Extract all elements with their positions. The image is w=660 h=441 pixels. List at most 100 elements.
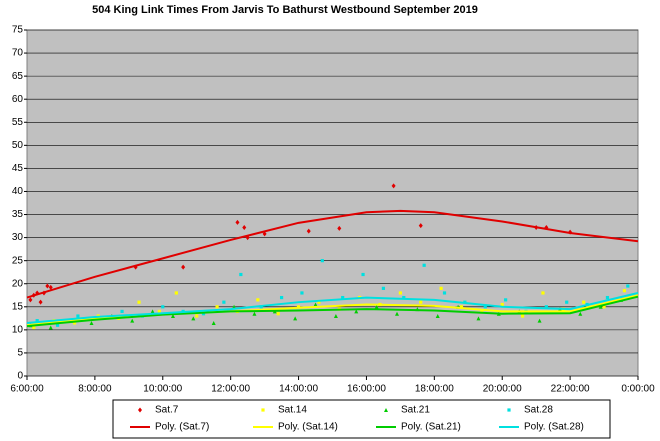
y-tick-label: 15: [12, 301, 24, 312]
point: [181, 264, 186, 270]
point: [605, 295, 610, 300]
point: [279, 295, 284, 300]
point: [45, 283, 50, 289]
point: [150, 309, 155, 314]
point: [191, 316, 196, 321]
legend-marker: [507, 408, 511, 412]
point: [439, 286, 443, 290]
point: [32, 325, 36, 330]
y-tick-label: 60: [12, 94, 24, 105]
y-tick-label: 20: [12, 278, 24, 289]
legend-label: Poly. (Sat.7): [155, 422, 209, 433]
y-tick-label: 70: [12, 48, 24, 59]
point: [38, 299, 43, 305]
y-tick-label: 0: [17, 371, 23, 382]
point: [235, 219, 240, 225]
legend-marker: [384, 408, 388, 412]
chart-title: 504 King Link Times From Jarvis To Bathu…: [92, 4, 478, 16]
point: [537, 318, 542, 323]
point: [391, 183, 396, 189]
x-tick-label: 14:00:00: [279, 384, 318, 395]
point: [418, 223, 423, 229]
legend-label: Sat.7: [155, 405, 179, 416]
point: [293, 316, 298, 321]
x-tick-label: 0:00:00: [621, 384, 655, 395]
x-tick-label: 12:00:00: [211, 384, 250, 395]
point: [157, 309, 161, 314]
point: [582, 300, 586, 304]
point: [174, 291, 178, 295]
point: [442, 291, 447, 295]
point: [398, 291, 402, 295]
y-tick-label: 10: [12, 325, 24, 336]
point: [565, 300, 569, 304]
point: [320, 259, 324, 263]
point: [374, 304, 379, 309]
point: [262, 231, 267, 237]
point: [48, 325, 53, 330]
y-tick-label: 45: [12, 163, 24, 174]
trend-line: [26, 209, 639, 299]
x-tick-label: 22:00:00: [551, 384, 590, 395]
point: [222, 300, 226, 304]
point: [137, 300, 141, 304]
y-tick-label: 5: [17, 348, 23, 359]
point: [419, 300, 423, 304]
point: [520, 314, 525, 318]
y-tick-label: 55: [12, 117, 24, 128]
point: [239, 272, 243, 277]
point: [337, 225, 342, 231]
y-tick-label: 40: [12, 186, 24, 197]
point: [300, 291, 304, 295]
legend-marker: [138, 407, 142, 413]
y-tick-label: 25: [12, 255, 24, 266]
x-tick-label: 6:00:00: [10, 384, 44, 395]
point: [541, 291, 545, 295]
point: [500, 302, 504, 307]
point: [55, 323, 60, 327]
point: [256, 298, 260, 302]
point: [435, 314, 440, 319]
point: [622, 289, 627, 293]
point: [626, 284, 630, 288]
point: [89, 320, 94, 325]
y-tick-label: 30: [12, 232, 24, 243]
point: [354, 309, 359, 314]
legend-label: Sat.14: [278, 405, 307, 416]
point: [170, 314, 175, 319]
point: [161, 305, 165, 309]
point: [306, 228, 311, 234]
x-tick-label: 8:00:00: [78, 384, 112, 395]
legend-label: Poly. (Sat.14): [278, 422, 338, 433]
y-tick-label: 75: [12, 25, 24, 36]
point: [381, 286, 386, 290]
x-tick-label: 10:00:00: [143, 384, 182, 395]
legend: [112, 399, 611, 439]
point: [313, 302, 318, 307]
legend-label: Sat.28: [524, 405, 553, 416]
x-tick-label: 18:00:00: [415, 384, 454, 395]
trend-line: [26, 291, 639, 324]
point: [276, 312, 280, 316]
legend-label: Poly. (Sat.21): [401, 422, 461, 433]
legend-label: Poly. (Sat.28): [524, 422, 584, 433]
point: [76, 314, 80, 318]
point: [252, 311, 257, 316]
x-tick-label: 16:00:00: [347, 384, 386, 395]
y-tick-label: 65: [12, 71, 24, 82]
point: [422, 263, 426, 267]
point: [394, 311, 399, 316]
point: [195, 314, 199, 318]
point: [48, 284, 53, 290]
plot-area: [26, 29, 639, 377]
point: [120, 309, 124, 314]
legend-label: Sat.21: [401, 405, 430, 416]
y-tick-label: 50: [12, 140, 24, 151]
point: [242, 224, 247, 230]
x-tick-label: 20:00:00: [483, 384, 522, 395]
point: [215, 305, 219, 309]
trend-line: [26, 295, 639, 328]
point: [211, 320, 216, 325]
point: [578, 311, 583, 316]
